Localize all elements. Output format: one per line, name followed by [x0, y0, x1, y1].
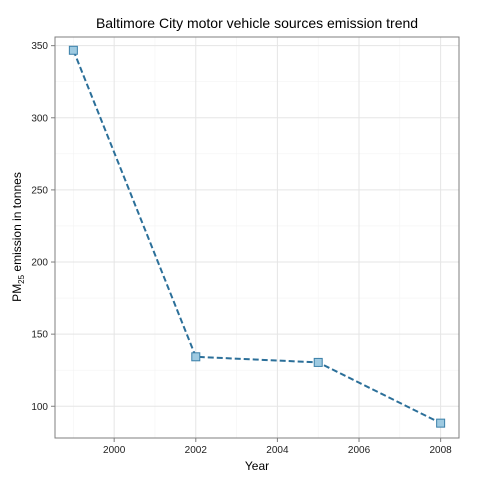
- x-tick-label: 2008: [430, 445, 453, 456]
- x-tick-label: 2000: [103, 445, 126, 456]
- series-line: [72, 49, 442, 424]
- y-tick-label: 100: [31, 402, 48, 413]
- y-tick-label: 350: [31, 41, 48, 52]
- chart-title: Baltimore City motor vehicle sources emi…: [96, 15, 418, 31]
- x-tick-label: 2006: [348, 445, 371, 456]
- x-tick-label: 2004: [266, 445, 289, 456]
- x-axis: 2000 2002 2004 2006 2008: [103, 438, 452, 456]
- data-point: [68, 45, 78, 55]
- y-axis-label: PM25 emission in tonnes: [10, 172, 26, 302]
- y-axis: 100 150 200 250 300 350: [31, 41, 55, 413]
- y-axis-label-subscript: 25: [17, 274, 26, 283]
- y-axis-label-suffix: emission in tonnes: [10, 172, 24, 275]
- x-tick-label: 2002: [185, 445, 208, 456]
- y-tick-label: 200: [31, 258, 48, 269]
- grid: [55, 37, 459, 438]
- data-point: [313, 357, 323, 367]
- y-tick-label: 300: [31, 113, 48, 124]
- y-axis-label-prefix: PM: [10, 284, 24, 302]
- x-axis-label: Year: [245, 459, 269, 473]
- y-tick-label: 150: [31, 330, 48, 341]
- y-tick-label: 250: [31, 185, 48, 196]
- series-emission: [68, 45, 446, 428]
- data-point: [436, 418, 446, 428]
- data-point: [191, 352, 201, 362]
- plot-panel-border: [54, 36, 460, 439]
